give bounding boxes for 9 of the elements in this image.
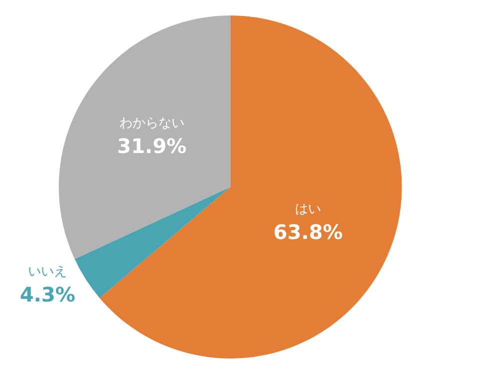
data-label: 4.3% bbox=[20, 282, 76, 306]
pie-slice bbox=[74, 187, 230, 298]
pie-slice bbox=[59, 16, 230, 260]
pie-slice bbox=[100, 16, 402, 358]
slice-label: わからない bbox=[119, 116, 184, 131]
slice-label: はい bbox=[295, 202, 322, 218]
data-label: 63.8% bbox=[273, 220, 343, 244]
data-label: 31.9% bbox=[117, 134, 187, 158]
slice-label: いいえ bbox=[28, 264, 68, 280]
